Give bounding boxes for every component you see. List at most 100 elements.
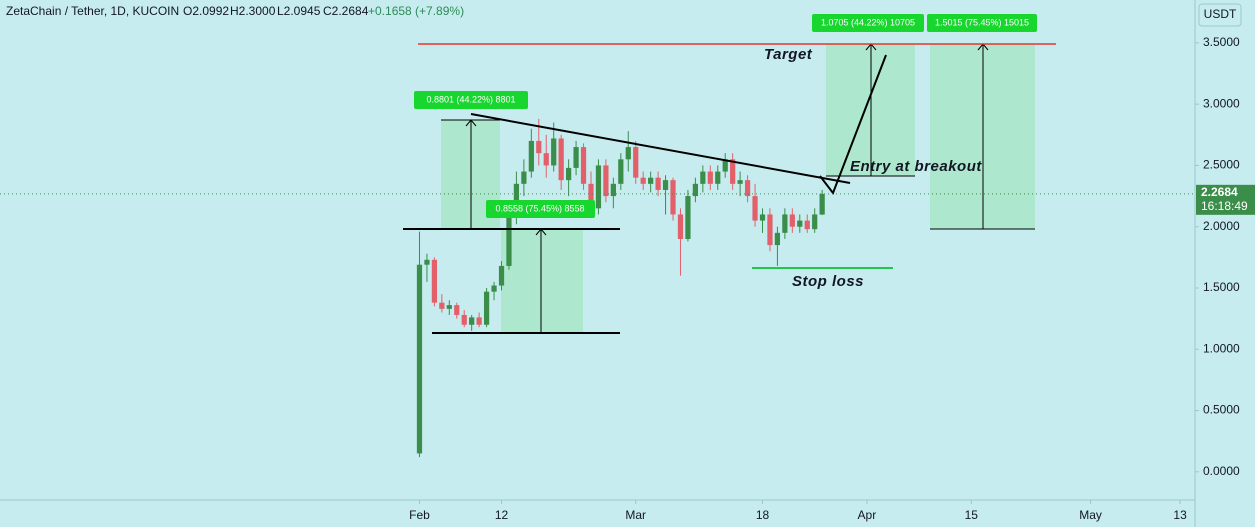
x-tick-label: Mar <box>625 508 646 522</box>
ohlc-change: +0.1658 (+7.89%) <box>368 4 464 18</box>
x-tick-label: 12 <box>495 508 509 522</box>
candle-body <box>498 265 505 286</box>
y-tick-label: 1.0000 <box>1203 341 1240 355</box>
y-tick-label: 3.0000 <box>1203 96 1240 110</box>
ohlc-high: H2.3000 <box>230 4 276 18</box>
candle-body <box>424 259 430 265</box>
x-tick-label: 18 <box>756 508 770 522</box>
breakout-path <box>819 54 887 196</box>
stop-label: Stop loss <box>792 273 864 290</box>
candle-body <box>797 220 803 227</box>
candle-body <box>618 159 624 184</box>
candle-body <box>625 147 631 160</box>
candle-body <box>566 167 572 181</box>
x-tick-label: May <box>1079 508 1102 522</box>
candle-body <box>573 147 579 168</box>
y-tick-label: 3.5000 <box>1203 35 1240 49</box>
measure-label-box <box>414 91 528 109</box>
candle-body <box>603 165 609 197</box>
candle-body <box>476 317 482 325</box>
price-tag-label: 2.2684 <box>1201 185 1238 199</box>
candle-body <box>595 165 602 209</box>
candle-body <box>662 180 669 190</box>
measure-label: 0.8558 (75.45%) 8558 <box>495 203 584 213</box>
candle-body <box>677 214 684 239</box>
candle-body <box>454 305 460 315</box>
x-tick-label: Feb <box>409 508 430 522</box>
ohlc-low: L2.0945 <box>277 4 321 18</box>
plot-area <box>416 118 825 458</box>
candle-body <box>416 264 423 454</box>
candle-body <box>558 138 564 181</box>
candle-body <box>528 140 534 172</box>
candle-body <box>670 180 676 215</box>
x-tick-label: 13 <box>1173 508 1187 522</box>
candle-body <box>580 147 587 184</box>
x-tick-label: Apr <box>858 508 877 522</box>
y-tick-label: 0.0000 <box>1203 464 1240 478</box>
candle-body <box>737 180 743 184</box>
candle-body <box>722 159 728 172</box>
candle-body <box>588 183 594 209</box>
trendline <box>470 113 851 184</box>
arrow-head <box>465 119 477 127</box>
candle-body <box>431 259 438 303</box>
candle-body <box>715 171 721 184</box>
ohlc-open: O2.0992 <box>183 4 229 18</box>
candle-body <box>767 214 773 246</box>
candle-body <box>812 214 818 230</box>
currency-button[interactable] <box>1198 3 1242 27</box>
candle-body <box>640 177 646 184</box>
candle-body <box>655 177 661 190</box>
y-tick-label: 2.5000 <box>1203 158 1240 172</box>
candle-body <box>483 291 490 325</box>
x-tick-label: 15 <box>965 508 979 522</box>
y-tick-label: 1.5000 <box>1203 280 1240 294</box>
entry-label: Entry at breakout <box>850 158 982 175</box>
candle-body <box>521 171 527 184</box>
measure-box <box>501 229 583 333</box>
y-tick-label: 2.0000 <box>1203 219 1240 233</box>
candle-body <box>513 183 520 215</box>
measure-label-box <box>927 14 1037 32</box>
candle-body <box>633 147 639 178</box>
price-tag <box>1196 184 1255 215</box>
countdown-label: 16:18:49 <box>1201 199 1248 213</box>
candle-body <box>819 193 825 215</box>
candle-body <box>536 140 542 154</box>
candle-body <box>700 171 706 184</box>
candle-body <box>446 305 452 309</box>
measure-label: 0.8801 (44.22%) 8801 <box>426 94 515 104</box>
candle-body <box>752 196 758 221</box>
candle-body <box>685 196 691 239</box>
candle-body <box>648 177 654 184</box>
drawing-lines <box>403 43 1035 334</box>
candle-body <box>789 214 795 227</box>
candle-body <box>506 214 512 266</box>
candle-body <box>461 314 467 325</box>
currency-label: USDT <box>1204 7 1237 21</box>
measure-label: 1.5015 (75.45%) 15015 <box>935 17 1029 27</box>
target-label: Target <box>764 46 813 63</box>
candle-body <box>730 159 736 184</box>
candle-body <box>804 220 810 230</box>
candle-body <box>491 285 497 292</box>
candle-body <box>707 171 713 184</box>
candle-body <box>744 180 751 197</box>
measure-label-box <box>486 200 595 218</box>
candle-body <box>759 214 766 221</box>
candle-body <box>774 232 781 246</box>
candle-body <box>692 183 698 197</box>
candle-body <box>439 302 445 309</box>
candle-body <box>551 138 557 166</box>
ohlc-close: C2.2684 <box>323 4 369 18</box>
candle-body <box>543 153 549 166</box>
candle-body <box>610 183 616 197</box>
candle-body <box>782 214 788 233</box>
y-tick-label: 0.5000 <box>1203 403 1240 417</box>
measure-label: 1.0705 (44.22%) 10705 <box>821 17 915 27</box>
measure-label-box <box>812 14 924 32</box>
candle-body <box>469 317 475 325</box>
